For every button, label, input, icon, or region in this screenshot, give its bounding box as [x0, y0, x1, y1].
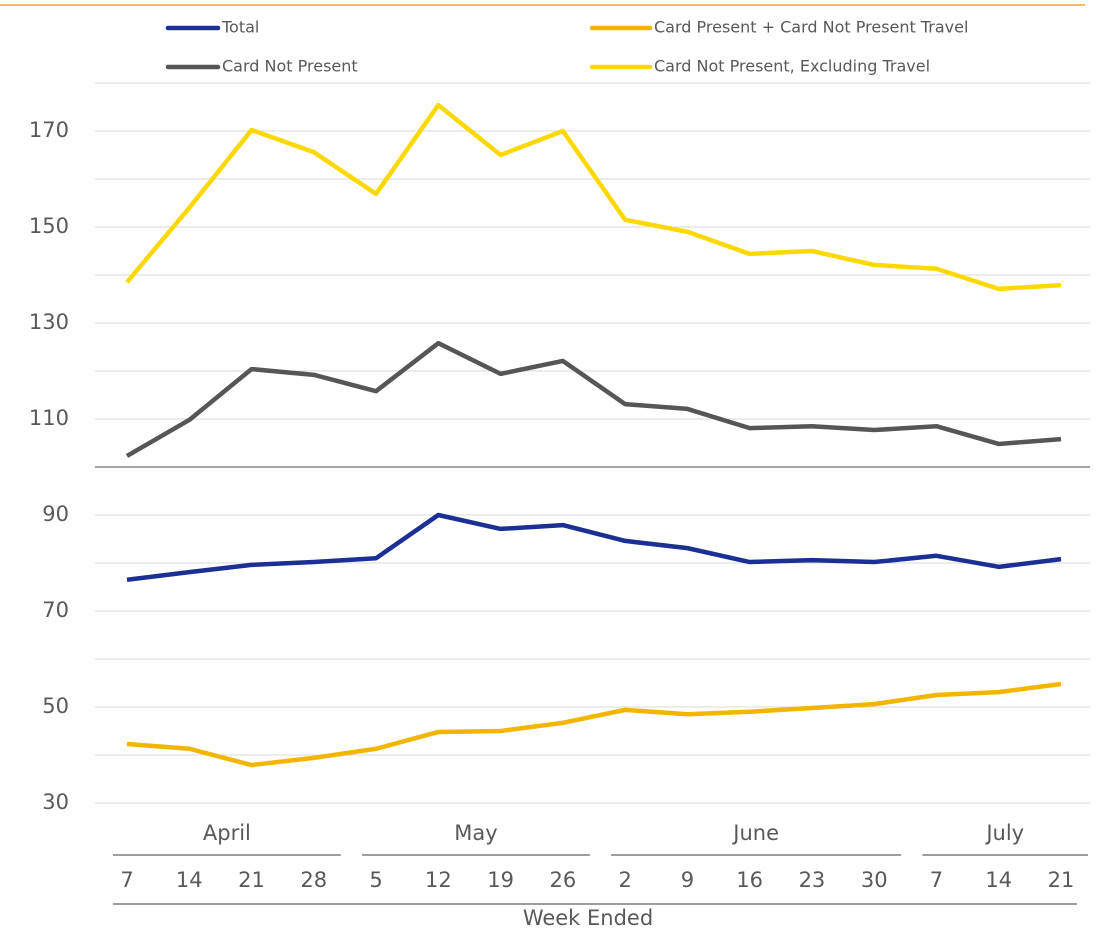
x-tick-label: 21	[238, 868, 265, 892]
y-tick-label: 30	[42, 790, 69, 814]
x-tick-label: 7	[930, 868, 943, 892]
x-tick-label: 9	[681, 868, 694, 892]
legend-label: Card Not Present	[222, 57, 358, 76]
x-tick-label: 28	[300, 868, 327, 892]
x-tick-label: 23	[799, 868, 826, 892]
group-label: April	[203, 821, 251, 845]
x-tick-label: 7	[120, 868, 133, 892]
series-line	[126, 681, 1062, 768]
group-label: July	[984, 821, 1024, 845]
y-tick-label: 110	[29, 406, 69, 430]
x-tick-label: 2	[618, 868, 631, 892]
y-tick-label: 170	[29, 118, 69, 142]
y-tick-label: 70	[42, 598, 69, 622]
x-tick-label: 19	[487, 868, 514, 892]
x-tick-label: 14	[985, 868, 1012, 892]
series-line	[126, 512, 1062, 583]
group-label: May	[454, 821, 497, 845]
x-tick-label: 16	[736, 868, 763, 892]
y-tick-label: 150	[29, 214, 69, 238]
x-tick-label: 5	[369, 868, 382, 892]
x-tick-label: 12	[425, 868, 452, 892]
series-line	[125, 102, 1062, 292]
y-tick-label: 50	[42, 694, 69, 718]
legend-label: Total	[221, 18, 259, 37]
x-tick-label: 26	[549, 868, 576, 892]
y-tick-label: 130	[29, 310, 69, 334]
legend-label: Card Present + Card Not Present Travel	[654, 18, 968, 37]
x-axis-label: Week Ended	[523, 906, 653, 930]
group-label: June	[731, 821, 779, 845]
x-tick-label: 14	[176, 868, 203, 892]
x-tick-label: 21	[1048, 868, 1075, 892]
x-tick-label: 30	[861, 868, 888, 892]
y-tick-label: 90	[42, 502, 69, 526]
series-line	[125, 340, 1062, 458]
legend-label: Card Not Present, Excluding Travel	[654, 57, 930, 76]
